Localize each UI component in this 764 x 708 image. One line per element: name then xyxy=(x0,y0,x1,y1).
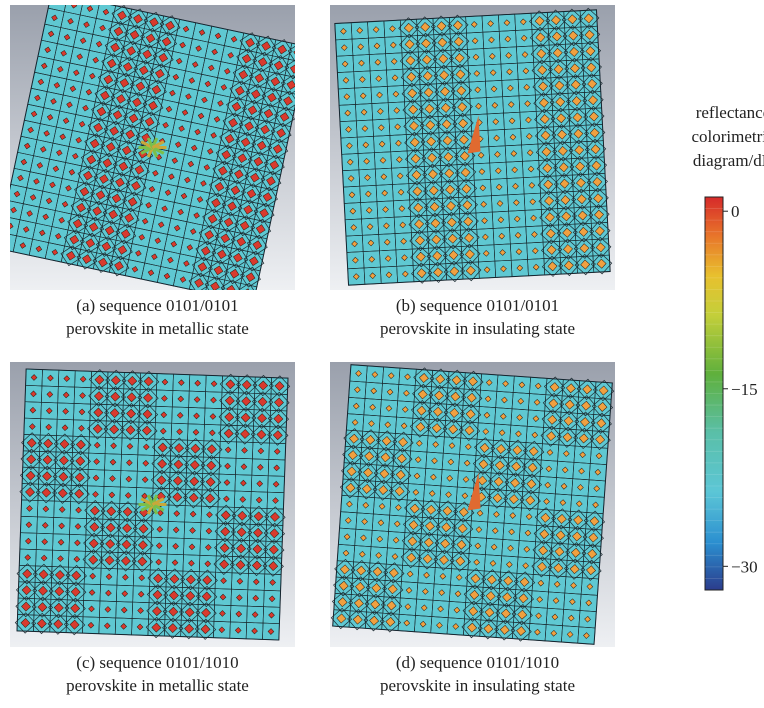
tick-label: 0 xyxy=(731,202,740,221)
tick-label: −15 xyxy=(731,380,758,399)
patch xyxy=(3,239,10,246)
caption: (a) sequence 0101/0101 xyxy=(76,296,238,315)
panel-image xyxy=(330,5,615,290)
colorbar-title: reflectance xyxy=(696,103,764,122)
caption: (b) sequence 0101/0101 xyxy=(396,296,559,315)
panel-image xyxy=(0,0,310,305)
panel-image xyxy=(10,362,295,647)
caption: perovskite in insulating state xyxy=(380,676,575,695)
figure: (a) sequence 0101/0101 perovskite in meta… xyxy=(0,0,764,708)
panel-image xyxy=(330,362,615,647)
tick-label: −30 xyxy=(731,557,758,576)
caption: perovskite in metallic state xyxy=(66,319,249,338)
caption: (d) sequence 0101/1010 xyxy=(396,653,559,672)
colorbar-title: diagram/dB xyxy=(693,151,764,170)
caption: perovskite in insulating state xyxy=(380,319,575,338)
patch xyxy=(54,0,61,5)
colorbar-title: colorimetric xyxy=(691,127,764,146)
caption: perovskite in metallic state xyxy=(66,676,249,695)
caption: (c) sequence 0101/1010 xyxy=(76,653,238,672)
